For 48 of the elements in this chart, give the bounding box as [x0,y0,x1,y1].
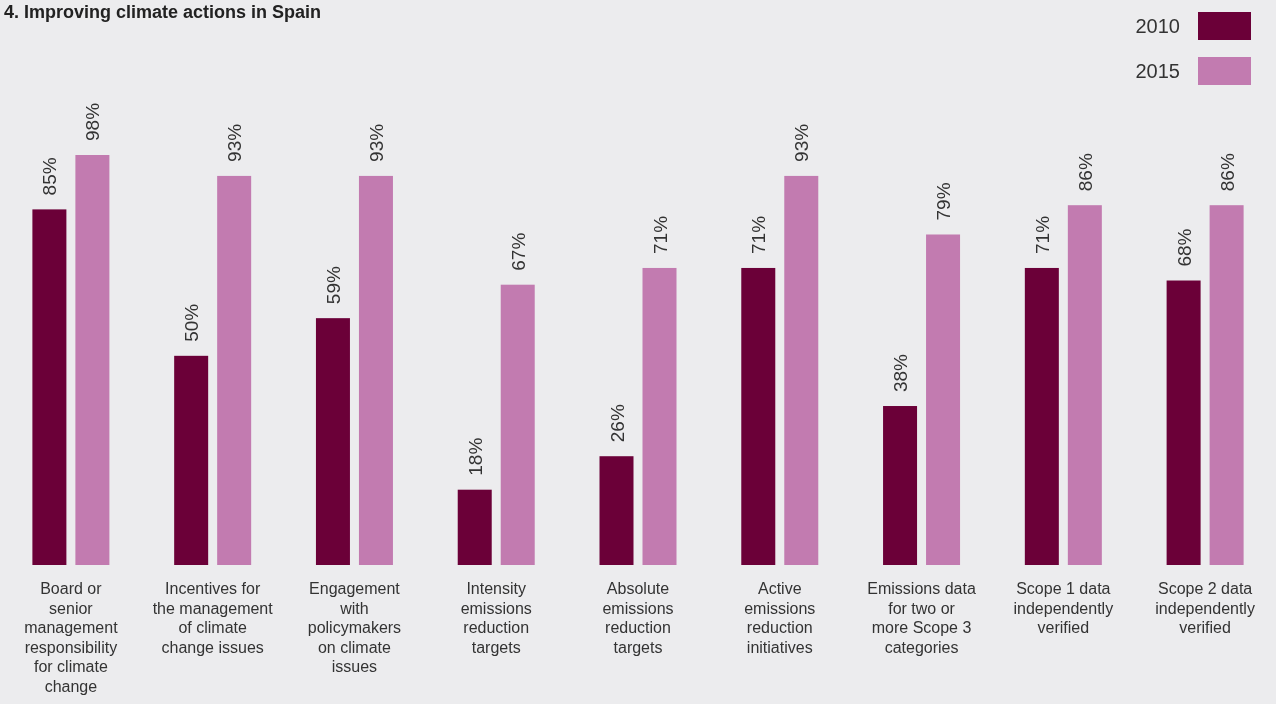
data-label: 38% [890,353,912,393]
x-tick-label: Scope 2 data independently verified [1155,580,1255,636]
bar [1166,280,1201,565]
data-label: 71% [649,215,671,254]
data-label: 86% [1216,153,1238,192]
data-label: 71% [748,215,770,254]
bar [642,267,677,565]
data-label: 93% [365,123,387,162]
data-label: 59% [322,266,344,305]
data-label: 93% [791,123,813,162]
data-label: 79% [933,182,955,221]
x-tick-label: Absolute emissions reduction targets [602,580,674,656]
bar [174,355,209,565]
bar [75,155,110,565]
bar [599,456,634,565]
legend-label: 2015 [1135,60,1180,82]
data-label: 71% [1031,215,1053,254]
x-tick-label: Incentives for the management of climate change issues [152,580,274,656]
data-label: 26% [606,404,628,443]
x-tick-label: Emissions data for two or more Scope 3 categories [867,580,976,656]
bar [741,267,776,565]
bar [1024,267,1059,565]
data-label: 68% [1173,228,1195,267]
data-label: 93% [224,123,246,162]
chart-title: 4. Improving climate actions in Spain [4,2,322,22]
bar [926,234,961,565]
x-tick-label: Intensity emissions reduction targets [460,580,532,656]
x-tick-label: Engagement with policymakers on climate issues [307,580,402,675]
bar [883,406,918,565]
bar [358,175,393,565]
bar [500,284,535,565]
bar [784,175,819,565]
x-tick-label: Scope 1 data independently verified [1013,580,1114,636]
data-label: 85% [39,157,61,196]
bar [217,175,252,565]
bar [1067,205,1102,565]
x-tick-label: Board or senior management responsibility for climate change [24,580,119,695]
data-label: 98% [82,102,104,141]
data-label: 67% [507,232,529,271]
data-label: 86% [1074,153,1096,192]
bar [1209,205,1244,565]
bar [32,209,67,565]
data-label: 50% [181,303,203,342]
data-label: 18% [464,437,486,476]
legend-label: 2010 [1135,15,1180,37]
bar [457,489,492,565]
x-tick-label: Active emissions reduction initiatives [744,580,816,656]
bar [315,318,350,565]
